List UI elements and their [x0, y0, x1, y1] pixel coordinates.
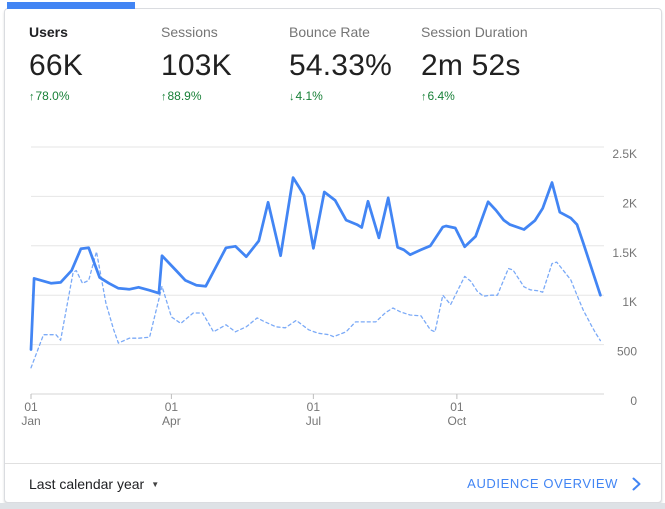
x-axis-label-month: Oct — [448, 414, 467, 428]
x-axis-label-day: 01 — [24, 400, 38, 414]
x-axis-label-month: Apr — [162, 414, 181, 428]
x-axis-label-month: Jul — [306, 414, 321, 428]
y-axis-label: 1.5K — [612, 246, 637, 260]
current-period-line — [29, 176, 602, 351]
metric-delta: ↓4.1% — [289, 89, 415, 103]
metric-tab-sessions[interactable]: Sessions 103K ↑88.9% — [161, 23, 287, 107]
metric-value: 54.33% — [289, 49, 392, 82]
page-background-strip — [0, 503, 665, 509]
overview-card: Users 66K ↑78.0% Sessions 103K ↑88.9% Bo… — [4, 2, 663, 503]
metric-label: Sessions — [161, 24, 218, 40]
y-axis-label: 1K — [622, 295, 637, 309]
metric-label: Session Duration — [421, 24, 528, 40]
x-axis-label-day: 01 — [450, 400, 464, 414]
x-axis-label-month: Jan — [21, 414, 40, 428]
metric-tab-users[interactable]: Users 66K ↑78.0% — [29, 23, 155, 107]
x-axis-label-day: 01 — [165, 400, 179, 414]
trend-up-icon: ↑ — [29, 91, 35, 103]
trend-up-icon: ↑ — [161, 91, 167, 103]
y-axis-label: 0 — [630, 394, 637, 408]
metric-delta: ↑88.9% — [161, 89, 287, 103]
card-footer: Last calendar year ▼ AUDIENCE OVERVIEW — [5, 463, 661, 503]
delta-value: 6.4% — [427, 89, 455, 103]
metric-tab-bounce-rate[interactable]: Bounce Rate 54.33% ↓4.1% — [289, 23, 415, 107]
previous-period-line — [30, 251, 602, 369]
active-tab-indicator — [7, 2, 135, 9]
date-range-label: Last calendar year — [29, 475, 145, 492]
y-axis-label: 2K — [622, 196, 637, 210]
y-axis-label: 500 — [617, 345, 637, 359]
x-axis-label-day: 01 — [307, 400, 321, 414]
metric-delta: ↑78.0% — [29, 89, 155, 103]
metric-tab-session-duration[interactable]: Session Duration 2m 52s ↑6.4% — [421, 23, 547, 107]
date-range-selector[interactable]: Last calendar year ▼ — [29, 476, 159, 492]
metric-value: 2m 52s — [421, 49, 521, 82]
trend-down-icon: ↓ — [289, 91, 295, 103]
delta-value: 4.1% — [295, 89, 323, 103]
audience-overview-link[interactable]: AUDIENCE OVERVIEW — [467, 476, 641, 491]
chart-area: 0 500 1K 1.5K 2K 2.5K 01 Jan 01 Apr 01 Jul 01 Oct — [5, 134, 663, 434]
delta-value: 78.0% — [35, 89, 70, 103]
metric-value: 66K — [29, 49, 83, 82]
metric-delta: ↑6.4% — [421, 89, 547, 103]
metric-label: Bounce Rate — [289, 24, 370, 40]
metric-label: Users — [29, 24, 68, 40]
audience-overview-label: AUDIENCE OVERVIEW — [467, 476, 618, 491]
trend-up-icon: ↑ — [421, 91, 427, 103]
metric-value: 103K — [161, 49, 232, 82]
dropdown-arrow-icon: ▼ — [151, 480, 160, 489]
y-axis-label: 2.5K — [612, 147, 637, 161]
delta-value: 88.9% — [167, 89, 202, 103]
chevron-right-icon — [632, 477, 641, 491]
